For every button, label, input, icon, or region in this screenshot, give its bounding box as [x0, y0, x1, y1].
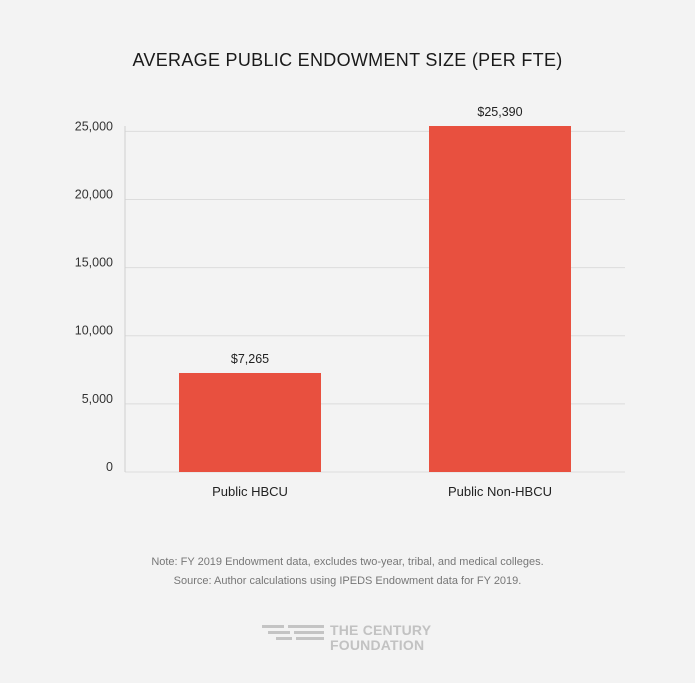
bar [429, 126, 571, 472]
logo-line-1: THE CENTURY [330, 622, 432, 638]
y-tick-label: 25,000 [75, 119, 113, 133]
y-tick-label: 5,000 [82, 392, 113, 406]
y-tick-label: 15,000 [75, 256, 113, 270]
bar-chart: 0 5,000 10,000 15,000 20,000 25,000 $7,265 Publ… [75, 105, 625, 499]
data-label: $25,390 [477, 105, 522, 119]
logo-lines-icon [262, 625, 324, 645]
x-tick-label: Public Non-HBCU [448, 484, 552, 499]
logo-line-2: FOUNDATION [330, 637, 425, 653]
x-tick-label: Public HBCU [212, 484, 288, 499]
y-tick-label: 20,000 [75, 187, 113, 201]
y-tick-label: 0 [106, 460, 113, 474]
note-text: Note: FY 2019 Endowment data, excludes t… [151, 556, 544, 568]
y-tick-label: 10,000 [75, 324, 113, 338]
chart-title: AVERAGE PUBLIC ENDOWMENT SIZE (PER FTE) [132, 50, 563, 70]
source-text: Source: Author calculations using IPEDS … [173, 575, 522, 587]
century-foundation-logo: THE CENTURY FOUNDATION [262, 623, 442, 653]
bar [179, 372, 321, 472]
chart-notes: Note: FY 2019 Endowment data, excludes t… [0, 553, 695, 591]
data-label: $7,265 [231, 352, 269, 366]
